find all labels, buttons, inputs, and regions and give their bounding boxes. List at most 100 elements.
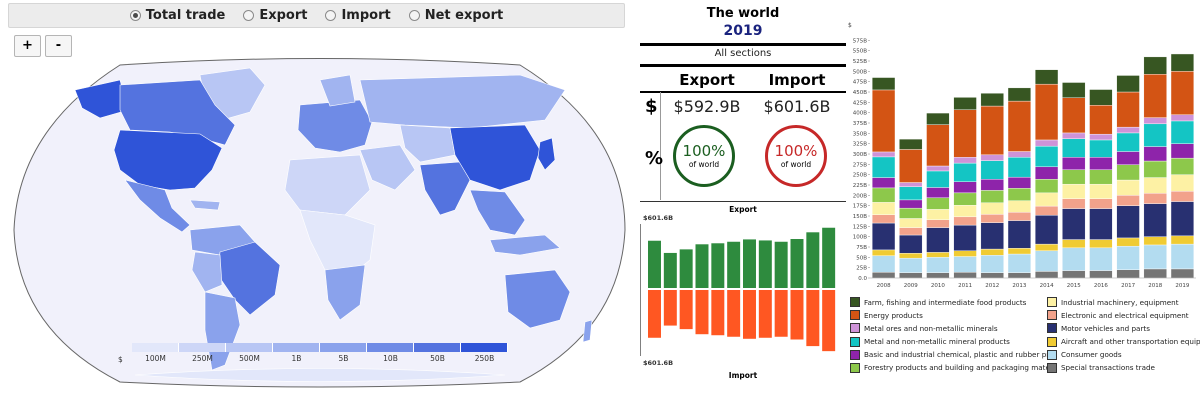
y-tick-label: 100B [853, 235, 867, 241]
country-indonesia[interactable] [489, 234, 561, 256]
stacked-segment [899, 227, 923, 236]
stacked-segment [1116, 205, 1140, 239]
stacked-segment [1089, 133, 1113, 141]
stacked-segment [871, 222, 896, 251]
stacked-segment [980, 160, 1004, 180]
y-tick-label: 550B [853, 49, 867, 55]
legend-swatch [850, 349, 860, 360]
world-map[interactable] [0, 30, 640, 388]
stacked-segment [1007, 272, 1032, 279]
radio-net-export[interactable]: Net export [408, 8, 503, 23]
stacked-segment [1116, 195, 1140, 206]
stacked-segment [1062, 169, 1086, 185]
country-china[interactable] [449, 124, 541, 191]
stacked-segment [1089, 208, 1113, 240]
stacked-segment [1034, 145, 1059, 168]
map-legend-label: 5B [338, 354, 349, 363]
region-scandinavia[interactable] [319, 74, 356, 107]
stacked-segment [1143, 193, 1167, 204]
map-legend-label: 1B [291, 354, 302, 363]
stacked-segment [1116, 164, 1140, 181]
region-europe[interactable] [297, 99, 373, 153]
stacked-segment [980, 154, 1004, 161]
country-alaska[interactable] [74, 79, 129, 119]
region-southeast-asia[interactable] [469, 189, 526, 236]
legend-label: Aircraft and other transportation equipm… [1061, 337, 1200, 347]
radio-import[interactable]: Import [325, 8, 391, 23]
stacked-segment [953, 272, 977, 279]
stacked-segment [1143, 117, 1167, 125]
sections-legend: Farm, fishing and intermediate food prod… [850, 297, 1200, 373]
stacked-segment [1007, 188, 1032, 201]
country-canada[interactable] [119, 79, 236, 146]
y-tick-label: 500B [853, 69, 867, 75]
export-share: 100% [682, 142, 726, 160]
import-header: Import [768, 71, 826, 89]
x-tick-label: 2009 [904, 283, 918, 289]
stacked-segment [1007, 248, 1032, 255]
stacked-segment [1007, 176, 1032, 189]
stacked-segment [899, 182, 923, 187]
divider-top [640, 43, 846, 46]
y-tick-label: 325B [853, 142, 867, 148]
region-central-asia[interactable] [399, 124, 456, 163]
stacked-segment [1170, 243, 1195, 270]
mini-import-max: $601.6B [643, 359, 674, 367]
stacked-segment [980, 190, 1004, 203]
stacked-segment [871, 272, 896, 279]
y-tick-label: 375B [853, 121, 867, 127]
stacked-segment [926, 112, 950, 125]
legend-label: Special transactions trade [1061, 363, 1155, 373]
stacked-segment [1170, 235, 1195, 245]
country-russia[interactable] [359, 74, 566, 129]
country-australia[interactable] [504, 269, 571, 329]
stacked-segment [953, 192, 977, 206]
mini-export-bar [648, 240, 661, 288]
country-japan[interactable] [537, 137, 556, 171]
radio-unchecked-icon [243, 10, 255, 21]
radio-total-trade[interactable]: Total trade [129, 8, 225, 23]
stacked-segment [1116, 126, 1140, 134]
zoom-out-button[interactable]: - [45, 35, 72, 57]
x-tick-label: 2013 [1012, 283, 1026, 289]
stacked-segment [1143, 74, 1167, 118]
mini-import-bar [806, 290, 820, 347]
radio-unchecked-icon [408, 10, 420, 21]
mini-export-bar [679, 249, 693, 288]
legend-item: Special transactions trade [1047, 362, 1200, 373]
country-caribbean[interactable] [189, 199, 221, 211]
zoom-in-button[interactable]: + [14, 35, 41, 57]
stacked-segment [1034, 243, 1059, 251]
stacked-segment [926, 252, 950, 258]
legend-label: Metal ores and non-metallic minerals [864, 323, 998, 333]
map-legend-swatch [367, 343, 414, 352]
radio-export[interactable]: Export [243, 8, 307, 23]
country-peru[interactable] [191, 251, 223, 293]
stacked-segment [1089, 139, 1113, 158]
stacked-segment [1116, 179, 1140, 196]
stacked-segment [1007, 253, 1032, 273]
import-share-caption: of world [780, 160, 812, 169]
mini-export-max: $601.6B [643, 214, 674, 222]
map-legend-swatches [132, 343, 508, 352]
country-new-zealand[interactable] [582, 319, 593, 343]
region-middle-east[interactable] [359, 144, 416, 191]
region-south-africa[interactable] [324, 264, 366, 321]
x-tick-label: 2011 [958, 283, 972, 289]
legend-swatch [1047, 349, 1057, 360]
x-tick-label: 2016 [1094, 283, 1108, 289]
map-legend-swatch [461, 343, 508, 352]
country-usa[interactable] [113, 129, 223, 191]
country-mexico[interactable] [124, 179, 191, 233]
mini-export-bar [822, 227, 836, 288]
stacked-segment [1062, 198, 1086, 209]
stacked-segment [899, 252, 923, 259]
y-tick-label: 0.0 [858, 276, 867, 282]
stacked-segment [1143, 203, 1167, 237]
mini-import-label: Import [728, 371, 758, 380]
stacked-segment [1062, 157, 1086, 170]
mini-export-label: Export [729, 205, 757, 214]
stacked-segment [1089, 247, 1113, 271]
stacked-segment [1007, 220, 1032, 249]
